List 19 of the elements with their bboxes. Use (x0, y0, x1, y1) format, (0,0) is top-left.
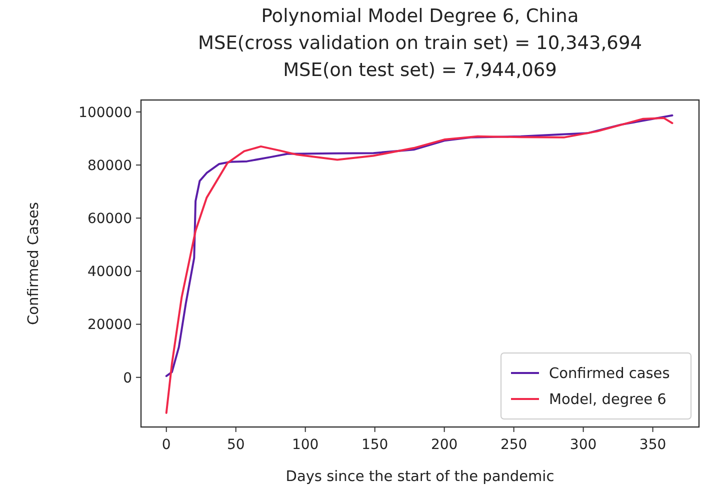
x-tick-label: 200 (430, 437, 458, 453)
y-tick-label: 100000 (78, 104, 132, 121)
x-tick-label: 300 (570, 437, 597, 453)
y-tick-label: 60000 (87, 211, 132, 228)
y-axis-title: Confirmed Cases (26, 202, 42, 325)
legend-label: Confirmed cases (549, 366, 670, 382)
y-tick-label: 80000 (87, 158, 132, 174)
chart-title: Polynomial Model Degree 6, China MSE(cross validation on train set) = 10,343,694 MSE(on test set) = 7,944,069 (198, 6, 642, 81)
y-tick-label: 40000 (87, 264, 132, 280)
x-tick-label: 100 (292, 437, 319, 453)
x-tick-label: 0 (162, 437, 171, 453)
x-tick-label: 50 (226, 437, 245, 453)
x-axis-title: Days since the start of the pandemic (286, 469, 554, 485)
x-tick-label: 250 (500, 437, 528, 453)
x-tick-label: 150 (361, 437, 388, 453)
y-tick-label: 0 (123, 370, 132, 386)
y-tick-label: 20000 (87, 317, 132, 334)
legend-label: Model, degree 6 (549, 392, 666, 408)
x-tick-label: 350 (639, 437, 666, 453)
